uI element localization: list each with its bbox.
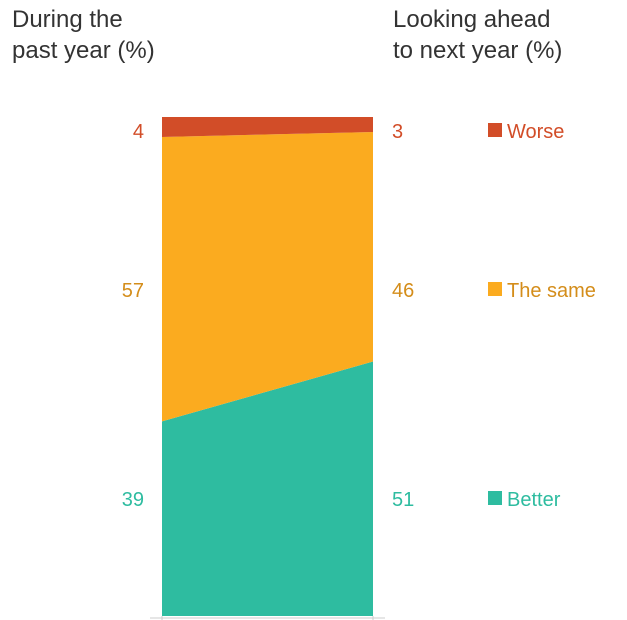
- value-label-past-the-same: 57: [122, 280, 144, 302]
- header-next-year-line1: Looking ahead: [393, 6, 551, 33]
- value-label-past-worse: 4: [133, 121, 144, 143]
- area-worse: [162, 117, 373, 137]
- value-label-next-the-same: 46: [392, 280, 414, 302]
- legend-swatch-worse: [488, 123, 502, 137]
- header-next-year-line2: to next year (%): [393, 37, 563, 64]
- legend-label-the-same: The same: [507, 280, 596, 302]
- header-past-year-line2: past year (%): [12, 37, 155, 64]
- header-next-year: Looking ahead to next year (%): [393, 4, 562, 66]
- area-the-same: [162, 131, 373, 422]
- legend-swatch-better: [488, 491, 502, 505]
- legend-label-better: Better: [507, 489, 561, 511]
- legend-swatch-the-same: [488, 282, 502, 296]
- area-better: [162, 361, 373, 616]
- header-past-year: During the past year (%): [12, 4, 155, 66]
- header-past-year-line1: During the: [12, 6, 123, 33]
- legend-label-worse: Worse: [507, 121, 564, 143]
- value-label-next-worse: 3: [392, 121, 403, 143]
- value-label-past-better: 39: [122, 489, 144, 511]
- value-label-next-better: 51: [392, 489, 414, 511]
